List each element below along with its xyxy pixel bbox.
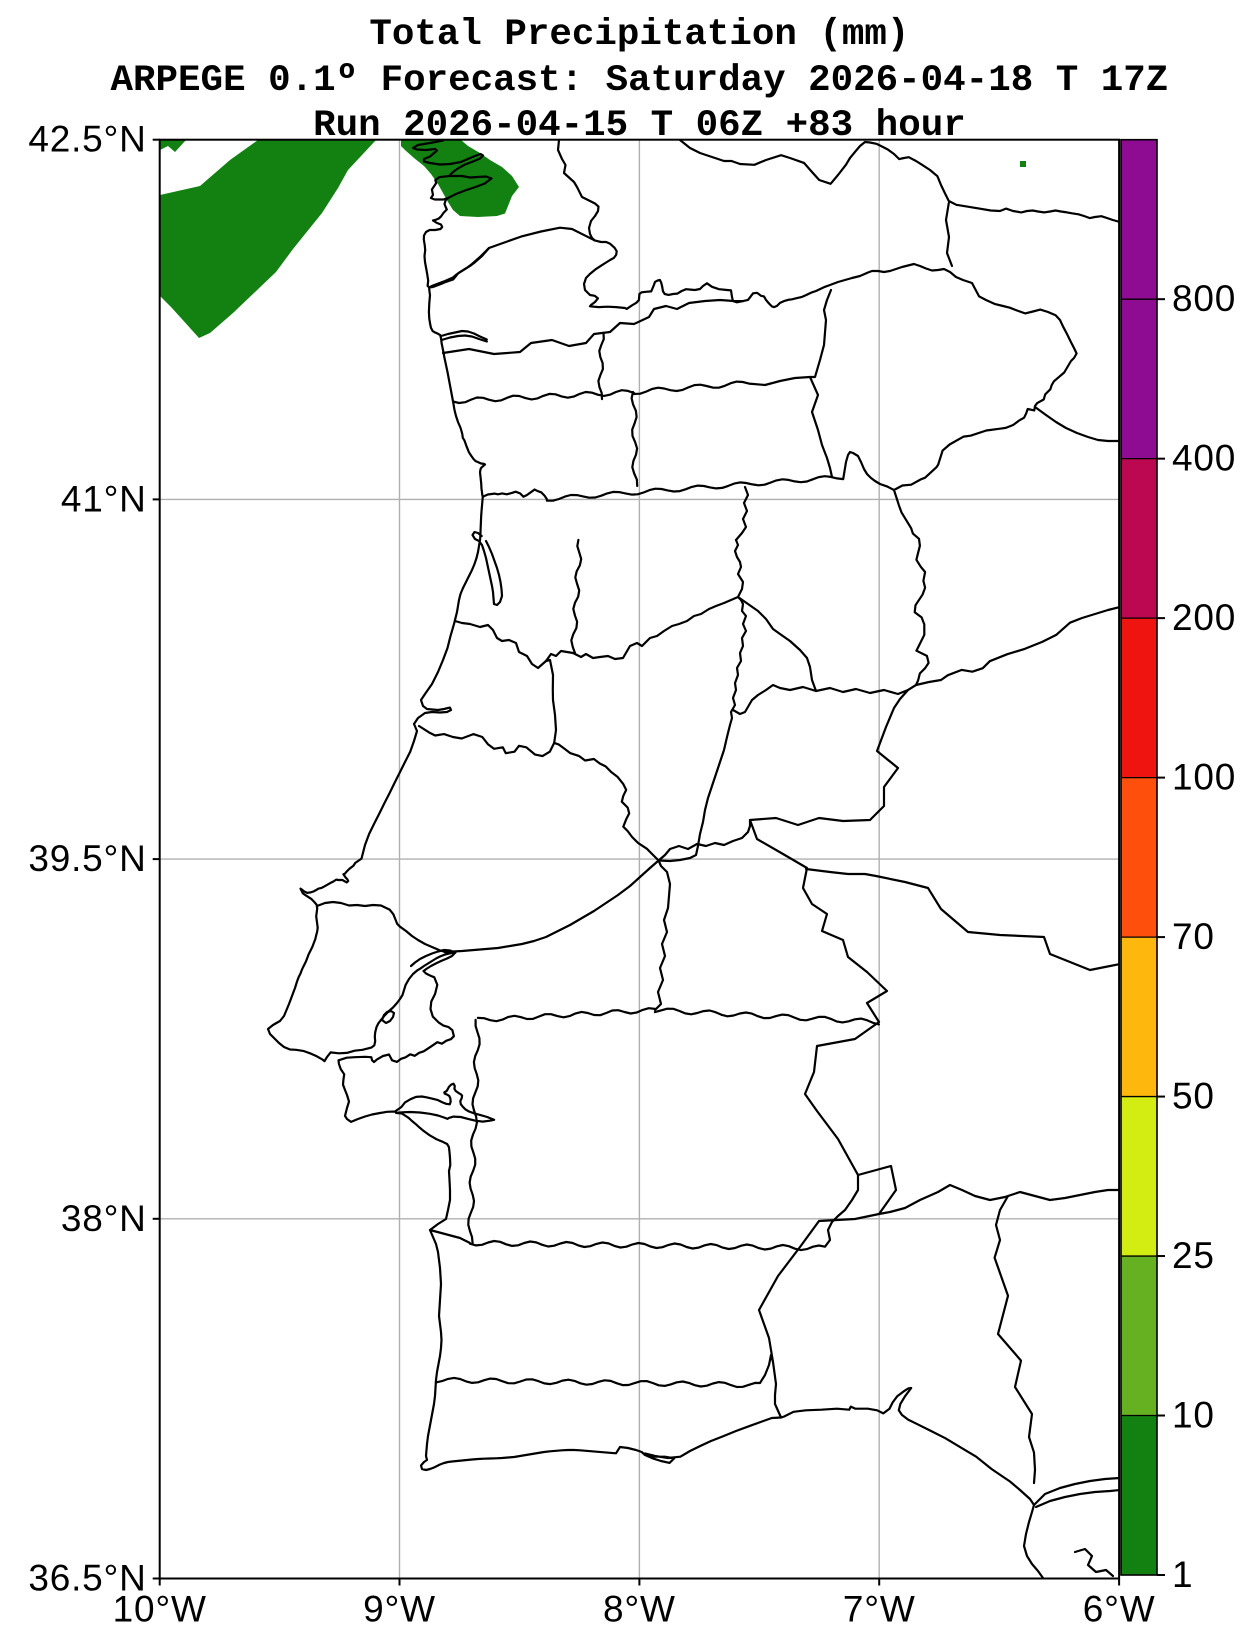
svg-text:Total Precipitation (mm): Total Precipitation (mm) bbox=[369, 14, 909, 56]
svg-text:50: 50 bbox=[1172, 1076, 1215, 1117]
svg-text:7°W: 7°W bbox=[843, 1589, 916, 1630]
svg-text:200: 200 bbox=[1172, 597, 1236, 638]
svg-text:36.5°N: 36.5°N bbox=[28, 1558, 146, 1599]
svg-text:41°N: 41°N bbox=[61, 478, 147, 519]
svg-text:10: 10 bbox=[1172, 1395, 1215, 1436]
svg-text:10°W: 10°W bbox=[113, 1589, 207, 1630]
svg-text:400: 400 bbox=[1172, 438, 1236, 479]
svg-text:800: 800 bbox=[1172, 278, 1236, 319]
svg-text:100: 100 bbox=[1172, 757, 1236, 798]
svg-text:39.5°N: 39.5°N bbox=[28, 838, 146, 879]
svg-text:38°N: 38°N bbox=[61, 1198, 147, 1239]
svg-text:ARPEGE 0.1º Forecast: Saturday: ARPEGE 0.1º Forecast: Saturday 2026-04-1… bbox=[111, 60, 1169, 102]
svg-text:1: 1 bbox=[1172, 1554, 1193, 1595]
svg-text:Run 2026-04-15 T 06Z +83 hour: Run 2026-04-15 T 06Z +83 hour bbox=[313, 105, 966, 147]
svg-text:8°W: 8°W bbox=[603, 1589, 676, 1630]
svg-text:42.5°N: 42.5°N bbox=[28, 119, 146, 160]
svg-text:6°W: 6°W bbox=[1083, 1589, 1156, 1630]
svg-text:25: 25 bbox=[1172, 1235, 1215, 1276]
svg-text:70: 70 bbox=[1172, 916, 1215, 957]
svg-text:9°W: 9°W bbox=[363, 1589, 436, 1630]
